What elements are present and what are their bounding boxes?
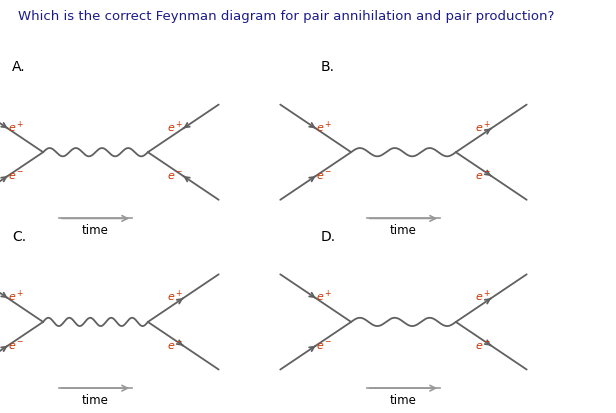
Text: $e^+$: $e^+$ xyxy=(474,119,491,134)
Text: time: time xyxy=(82,393,109,406)
Text: $e^+$: $e^+$ xyxy=(8,119,25,134)
Text: time: time xyxy=(390,393,417,406)
Text: $e^-$: $e^-$ xyxy=(166,340,183,351)
Text: $e^-$: $e^-$ xyxy=(166,171,183,182)
Text: time: time xyxy=(82,224,109,237)
Text: $e^-$: $e^-$ xyxy=(474,340,491,351)
Text: A.: A. xyxy=(12,60,26,74)
Text: Which is the correct Feynman diagram for pair annihilation and pair production?: Which is the correct Feynman diagram for… xyxy=(18,10,555,23)
Text: C.: C. xyxy=(12,229,26,243)
Text: $e^+$: $e^+$ xyxy=(166,288,183,304)
Text: $e^+$: $e^+$ xyxy=(316,288,333,304)
Text: $e^-$: $e^-$ xyxy=(474,171,491,182)
Text: time: time xyxy=(390,224,417,237)
Text: D.: D. xyxy=(320,229,336,243)
Text: $e^+$: $e^+$ xyxy=(166,119,183,134)
Text: $e^-$: $e^-$ xyxy=(316,340,333,351)
Text: $e^+$: $e^+$ xyxy=(474,288,491,304)
Text: $e^-$: $e^-$ xyxy=(8,340,25,351)
Text: $e^-$: $e^-$ xyxy=(8,171,25,182)
Text: $e^-$: $e^-$ xyxy=(316,171,333,182)
Text: $e^+$: $e^+$ xyxy=(8,288,25,304)
Text: $e^+$: $e^+$ xyxy=(316,119,333,134)
Text: B.: B. xyxy=(320,60,334,74)
